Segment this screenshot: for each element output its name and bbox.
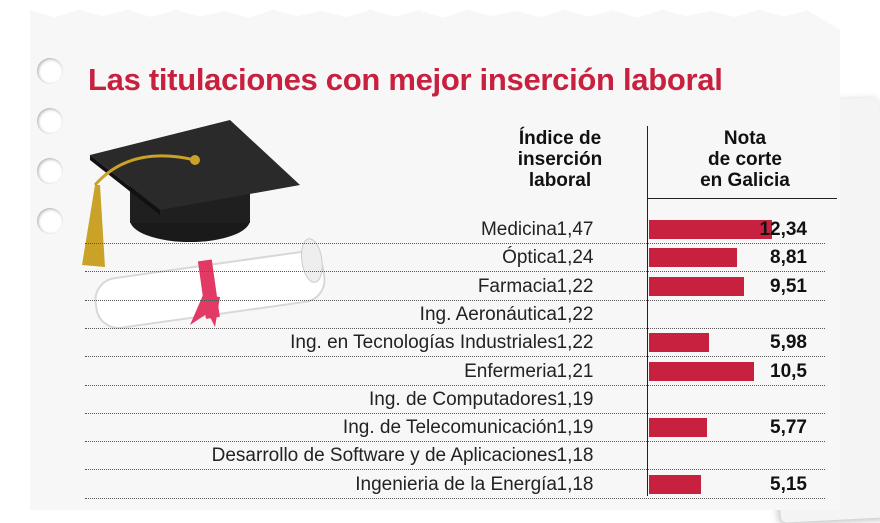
index-value: 1,19: [556, 388, 594, 410]
row-label: Ing. en Tecnologías Industriales: [290, 332, 557, 354]
graduation-cap-diploma-illustration: [82, 120, 326, 329]
header-index-line: Índice de: [518, 128, 602, 149]
table-row: Medicina 1,47 12,34: [85, 215, 825, 244]
graduation-cap: [82, 120, 300, 267]
index-value: 1,18: [556, 473, 594, 495]
binder-hole: [37, 208, 63, 234]
table-row: Ing. Aeronáutica 1,22: [85, 300, 825, 329]
index-value: 1,19: [556, 417, 594, 439]
chart-title: Las titulaciones con mejor inserción lab…: [88, 62, 723, 97]
index-value: 1,24: [556, 247, 594, 269]
note-bar: [649, 248, 738, 268]
header-note-line: de corte: [708, 149, 782, 170]
header-index-line: inserción: [517, 149, 603, 170]
header-divider: [647, 198, 837, 199]
index-value: 1,22: [556, 303, 594, 325]
table-row: Desarrollo de Software y de Aplicaciones…: [85, 441, 825, 471]
header-index-line: laboral: [528, 170, 592, 191]
table-row: Ingenieria de la Energía 1,18 5,15: [85, 470, 825, 499]
table-row: Ing. en Tecnologías Industriales 1,22 5,98: [85, 328, 825, 358]
table-row: Farmacia 1,22 9,51: [85, 272, 825, 301]
index-value: 1,21: [556, 360, 594, 382]
row-label: Medicina: [480, 219, 557, 240]
table-row: Enfermeria 1,21 10,5: [85, 357, 825, 386]
note-bar: [649, 333, 709, 353]
column-divider: [647, 126, 648, 496]
header-index: Índice de inserción laboral: [495, 128, 625, 191]
table-row: Ing. de Computadores 1,19: [85, 385, 825, 414]
note-bar: [649, 220, 773, 239]
binder-hole: [37, 58, 63, 84]
header-note: Nota de corte en Galicia: [680, 128, 810, 191]
diploma-scroll: [94, 238, 326, 329]
header-note-line: en Galicia: [700, 170, 790, 191]
row-label: Ing. de Computadores: [368, 388, 557, 410]
index-value: 1,47: [556, 219, 594, 240]
index-value: 1,18: [556, 445, 594, 467]
index-value: 1,22: [556, 332, 594, 354]
note-value: 8,81: [770, 247, 807, 269]
row-label: Ingenieria de la Energía: [355, 473, 557, 495]
note-bar: [649, 474, 701, 494]
note-bar: [649, 276, 745, 296]
row-label: Óptica: [502, 247, 557, 269]
note-value: 5,98: [770, 332, 807, 354]
row-label: Ing. de Telecomunicación: [342, 417, 557, 439]
note-value: 5,15: [770, 473, 807, 495]
table-row: Óptica 1,24 8,81: [85, 243, 825, 273]
index-value: 1,22: [556, 275, 594, 297]
note-bar: [649, 361, 754, 381]
note-value: 9,51: [770, 275, 807, 297]
note-value: 10,5: [770, 360, 807, 382]
note-value: 5,77: [770, 417, 807, 439]
table-row: Ing. de Telecomunicación 1,19 5,77: [85, 413, 825, 443]
binder-hole: [37, 158, 63, 184]
row-label: Desarrollo de Software y de Aplicaciones: [211, 445, 557, 467]
note-value: 12,34: [759, 219, 807, 240]
row-label: Enfermeria: [464, 360, 557, 382]
row-label: Ing. Aeronáutica: [419, 303, 557, 325]
row-label: Farmacia: [477, 275, 557, 297]
note-bar: [649, 418, 707, 438]
binder-hole: [37, 108, 63, 134]
header-note-line: Nota: [723, 128, 767, 149]
